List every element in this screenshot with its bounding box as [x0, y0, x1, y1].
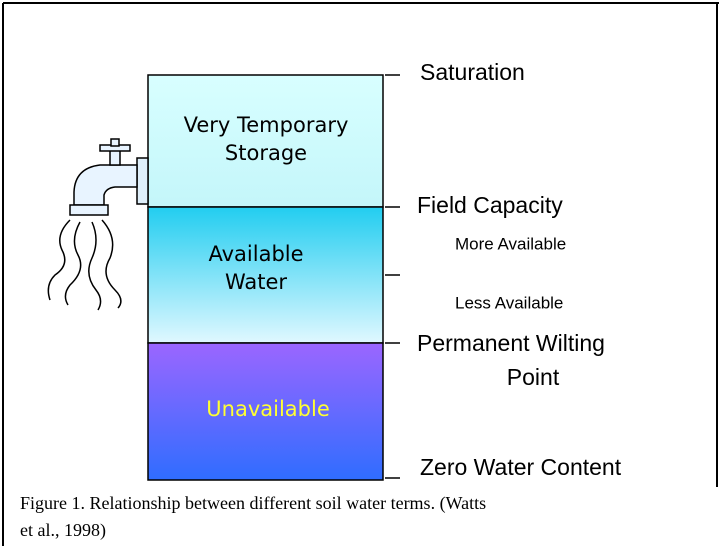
zone-label: Unavailable: [206, 397, 329, 421]
zone-unavailable: [147, 342, 384, 481]
caption: et al., 1998): [20, 520, 106, 541]
zone-label: Very Temporary: [184, 113, 349, 137]
zone-label: Water: [225, 270, 287, 294]
zone-label: Storage: [225, 141, 307, 165]
level-label: Saturation: [420, 59, 525, 85]
caption: Figure 1. Relationship between different…: [20, 493, 486, 514]
zone-available: [147, 206, 384, 344]
faucet: [69, 138, 149, 216]
level-label: Field Capacity: [417, 192, 563, 218]
level-note: Less Available: [455, 293, 563, 312]
level-label: Permanent Wilting: [417, 330, 605, 356]
level-label: Zero Water Content: [420, 454, 622, 480]
water-drips: [47, 219, 122, 311]
tank: [147, 74, 384, 481]
zone-storage: [147, 74, 384, 208]
zone-label: Available: [208, 242, 303, 266]
level-ticks: [385, 74, 400, 479]
level-note: More Available: [455, 234, 566, 253]
level-label: Point: [507, 364, 560, 390]
